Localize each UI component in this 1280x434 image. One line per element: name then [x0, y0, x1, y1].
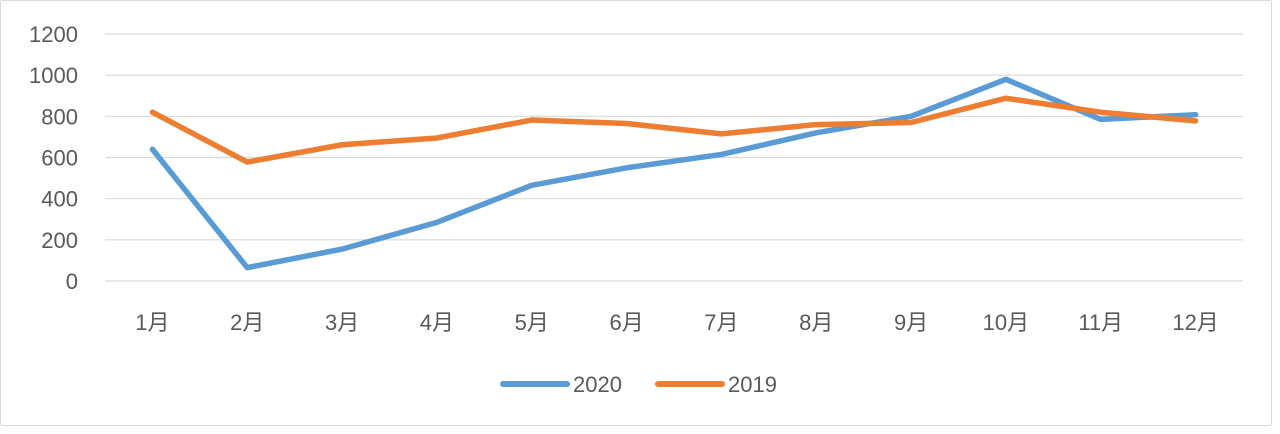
x-tick-label: 11月 — [1078, 310, 1123, 335]
legend: 2020 2019 — [500, 372, 777, 397]
x-tick-label: 6月 — [609, 310, 643, 335]
x-tick-label: 4月 — [420, 310, 454, 335]
y-axis-ticks: 0 200 400 600 800 1000 1200 — [29, 22, 78, 294]
x-tick-label: 5月 — [515, 310, 549, 335]
legend-label-2019: 2019 — [728, 372, 777, 397]
y-tick-label: 400 — [41, 187, 78, 212]
x-tick-label: 8月 — [799, 310, 833, 335]
series-lines — [149, 76, 1199, 271]
y-tick-label: 800 — [41, 104, 78, 129]
y-tick-label: 200 — [41, 228, 78, 253]
y-tick-label: 1000 — [29, 63, 78, 88]
x-axis-ticks: 1月 2月 3月 4月 5月 6月 7月 8月 9月 10月 11月 12月 — [135, 310, 1219, 335]
x-tick-label: 10月 — [983, 310, 1029, 335]
series-line-2019 — [149, 95, 1199, 165]
y-tick-label: 1200 — [29, 22, 78, 47]
series-line-2020 — [149, 76, 1199, 271]
y-tick-label: 600 — [41, 146, 78, 171]
legend-label-2020: 2020 — [573, 372, 622, 397]
gridlines — [105, 33, 1243, 282]
x-tick-label: 7月 — [704, 310, 738, 335]
x-tick-label: 3月 — [325, 310, 359, 335]
y-tick-label: 0 — [66, 269, 78, 294]
x-tick-label: 1月 — [135, 310, 169, 335]
chart-frame — [0, 0, 1272, 426]
x-tick-label: 12月 — [1172, 310, 1218, 335]
x-tick-label: 2月 — [230, 310, 264, 335]
x-tick-label: 9月 — [894, 310, 928, 335]
